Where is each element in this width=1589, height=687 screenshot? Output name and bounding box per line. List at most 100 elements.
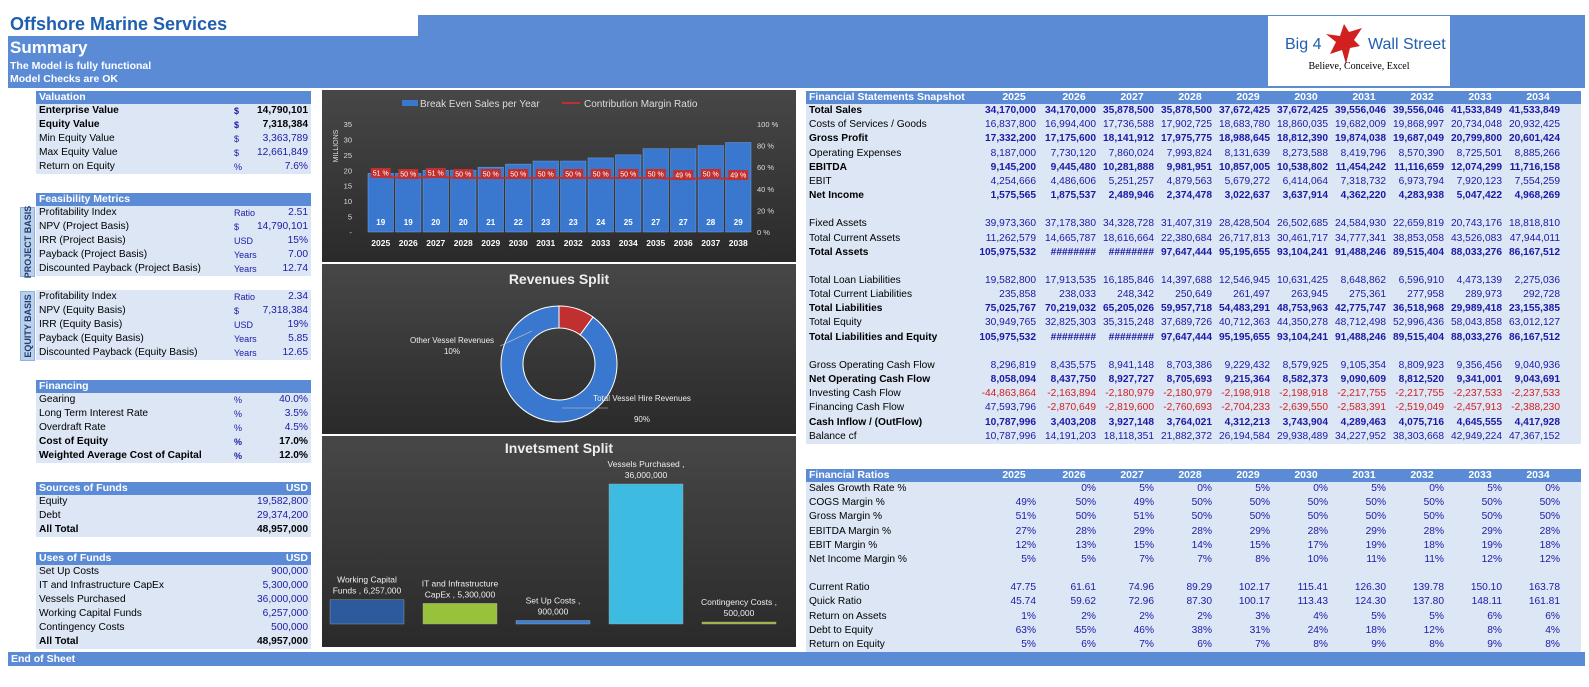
bar	[697, 145, 724, 233]
cell-value: 39,556,046	[1393, 105, 1444, 116]
cell-value: 34,227,952	[1335, 430, 1386, 442]
cell-value: 9,145,200	[990, 161, 1036, 173]
cell-value: 26,502,685	[1277, 218, 1328, 230]
y-tick-label: 10	[344, 197, 352, 206]
metric-unit: $	[234, 148, 240, 158]
metric-label: Vessels Purchased	[39, 594, 126, 605]
metric-value: 900,000	[271, 566, 308, 577]
cell-value: 28%	[1191, 525, 1212, 537]
cell-value: -2,217,755	[1337, 388, 1386, 400]
y-tick-label: 5	[348, 213, 352, 222]
cell-value: 30,949,765	[985, 317, 1036, 329]
cell-value: 50%	[1307, 511, 1328, 523]
cell-value: -2,217,755	[1395, 388, 1444, 400]
end-of-sheet: End of Sheet	[8, 652, 1585, 666]
row-label: Fixed Assets	[809, 218, 867, 230]
cell-value: 26,194,584	[1219, 430, 1270, 442]
cell-value: 2,374,478	[1166, 190, 1212, 202]
cell-value: ########	[1050, 246, 1096, 258]
margin-label-box	[508, 169, 529, 179]
cell-value: 10,281,888	[1103, 161, 1154, 173]
cell-value: 0%	[1429, 483, 1444, 494]
cell-value: 8,187,000	[990, 147, 1036, 159]
cell-value: 49%	[1015, 497, 1036, 509]
metric-row: Payback (Equity Basis) Years 5.85	[36, 332, 311, 346]
pie-slice	[500, 305, 618, 423]
cell-value: 100.17	[1238, 596, 1270, 608]
cell-value: 34,328,728	[1103, 218, 1154, 230]
bar-value-label: 27	[651, 218, 660, 227]
metric-label: IRR (Project Basis)	[39, 235, 126, 246]
cell-value: 261,497	[1233, 289, 1270, 301]
metric-row: Weighted Average Cost of Capital% 12.0%	[36, 449, 311, 463]
year-header: 2028	[1178, 469, 1202, 481]
cell-value: 5%	[1371, 483, 1386, 494]
cell-value: 37,672,425	[1219, 105, 1270, 116]
y2-tick-label: 60 %	[757, 163, 774, 172]
metric-row: Vessels Purchased 36,000,000	[36, 593, 311, 607]
unit-header: USD	[285, 552, 308, 564]
financing-table: Financing Gearing% 40.0% Long Term Interest…	[36, 380, 311, 463]
metric-row: Profitability Index Ratio 2.51	[36, 206, 311, 220]
cell-value: 17,175,600	[1045, 133, 1096, 145]
cell-value: 6,596,910	[1398, 274, 1444, 286]
row-label: Total Current Assets	[809, 232, 901, 244]
cell-value: 72.96	[1128, 596, 1155, 608]
cell-value: 18,683,780	[1219, 119, 1270, 131]
cell-value: 102.17	[1238, 582, 1270, 594]
row-label: Total Equity	[809, 317, 862, 329]
row-label: Debt to Equity	[809, 624, 873, 636]
row-label: Current Ratio	[809, 582, 870, 594]
margin-label-box	[618, 169, 639, 179]
metric-label: Max Equity Value	[39, 147, 118, 158]
cell-value: 19,868,997	[1393, 119, 1444, 131]
metric-value: 40.0%	[279, 394, 308, 405]
spacer	[806, 567, 1581, 582]
data-row: COGS Margin % 49% 50% 49% 50% 50% 50% 50% 50% 50%…	[806, 496, 1581, 511]
cell-value: 59,957,718	[1161, 303, 1212, 315]
data-row: Quick Ratio 45.74 59.62 72.96 87.30 100.17 113…	[806, 595, 1581, 610]
cell-value: 5%	[1021, 553, 1036, 565]
cell-value: 277,958	[1407, 289, 1444, 301]
year-header: 2028	[1178, 91, 1202, 103]
cell-value: 3,403,208	[1050, 416, 1096, 428]
bar-label: 900,000	[538, 607, 569, 617]
legend-swatch-bar	[402, 100, 418, 106]
cell-value: 41,533,849	[1451, 105, 1502, 116]
cell-value: 75,025,767	[985, 303, 1036, 315]
cell-value: 8%	[1313, 638, 1328, 650]
metric-unit: Years	[234, 250, 257, 260]
year-header: 2027	[1120, 469, 1144, 481]
cell-value: 89,515,404	[1393, 246, 1444, 258]
cell-value: 7%	[1255, 638, 1270, 650]
cell-value: 18,860,035	[1277, 119, 1328, 131]
metric-row: Long Term Interest Rate% 3.5%	[36, 407, 311, 421]
metric-row: Equity Value $7,318,384	[36, 118, 311, 132]
cell-value: 5%	[1081, 553, 1096, 565]
cell-value: 11%	[1424, 553, 1444, 565]
metric-row: All Total 48,957,000	[36, 523, 311, 537]
cell-value: 8,579,925	[1282, 359, 1328, 371]
cell-value: 50%	[1365, 497, 1386, 509]
cell-value: 19,874,038	[1335, 133, 1386, 145]
metric-row: IRR (Equity Basis) USD 19%	[36, 318, 311, 332]
cell-value: 12,074,299	[1451, 161, 1502, 173]
cell-value: 105,975,532	[979, 246, 1036, 258]
data-row: EBITDA 9,145,200 9,445,480 10,281,888 9,981,…	[806, 160, 1581, 175]
y2-tick-label: 20 %	[757, 206, 774, 215]
cell-value: 22,659,819	[1393, 218, 1444, 230]
cell-value: 8,435,575	[1050, 359, 1096, 371]
metric-unit: %	[234, 437, 243, 447]
cell-value: 4,254,666	[990, 175, 1036, 187]
margin-label-text: 50 %	[703, 172, 719, 179]
cell-value: 12%	[1015, 539, 1036, 551]
section-title: Financing	[39, 380, 89, 392]
revenues-split-chart: Revenues Split Other Vessel Revenues 10% To…	[322, 264, 796, 434]
cell-value: 5%	[1255, 483, 1270, 494]
margin-label-box	[645, 169, 666, 179]
metric-row: Max Equity Value $12,661,849	[36, 146, 311, 160]
row-label: Total Liabilities and Equity	[809, 331, 938, 343]
cell-value: 11,716,158	[1509, 161, 1560, 173]
metric-label: IT and Infrastructure CapEx	[39, 580, 164, 591]
cell-value: 8,725,501	[1456, 147, 1502, 159]
